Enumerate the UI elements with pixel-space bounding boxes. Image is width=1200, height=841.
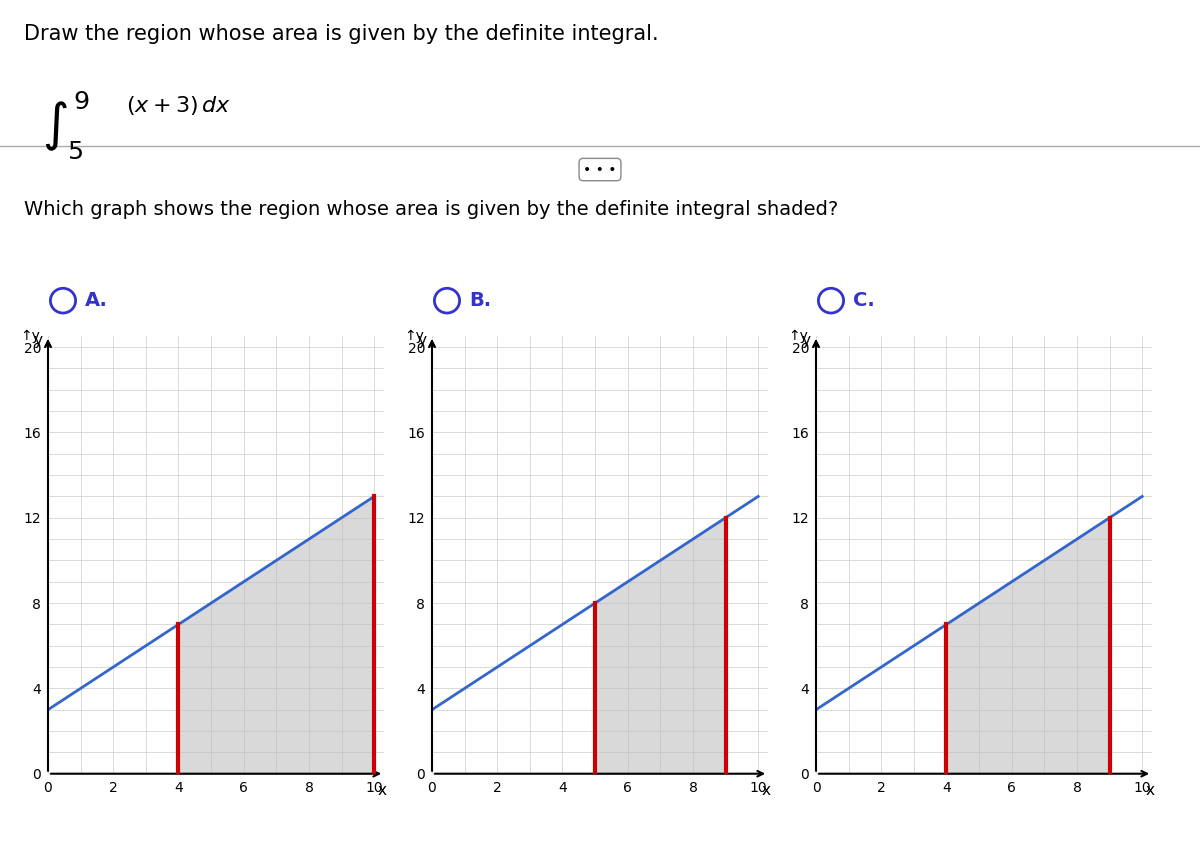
Text: ↑y: ↑y: [404, 329, 424, 343]
Text: y: y: [802, 333, 811, 348]
Text: Which graph shows the region whose area is given by the definite integral shaded: Which graph shows the region whose area …: [24, 200, 839, 220]
Text: B.: B.: [469, 291, 491, 310]
Text: Draw the region whose area is given by the definite integral.: Draw the region whose area is given by t…: [24, 24, 659, 44]
Text: ↑y: ↑y: [20, 329, 40, 343]
Text: y: y: [418, 333, 427, 348]
Text: $\int_5^9$: $\int_5^9$: [42, 89, 90, 161]
Text: x: x: [378, 783, 386, 798]
Text: ↑y: ↑y: [788, 329, 808, 343]
Text: x: x: [1146, 783, 1154, 798]
Text: x: x: [762, 783, 770, 798]
Text: y: y: [34, 333, 43, 348]
Text: A.: A.: [85, 291, 108, 310]
Text: C.: C.: [853, 291, 875, 310]
Text: $(x + 3)\,dx$: $(x + 3)\,dx$: [126, 94, 232, 117]
Text: • • •: • • •: [583, 162, 617, 177]
